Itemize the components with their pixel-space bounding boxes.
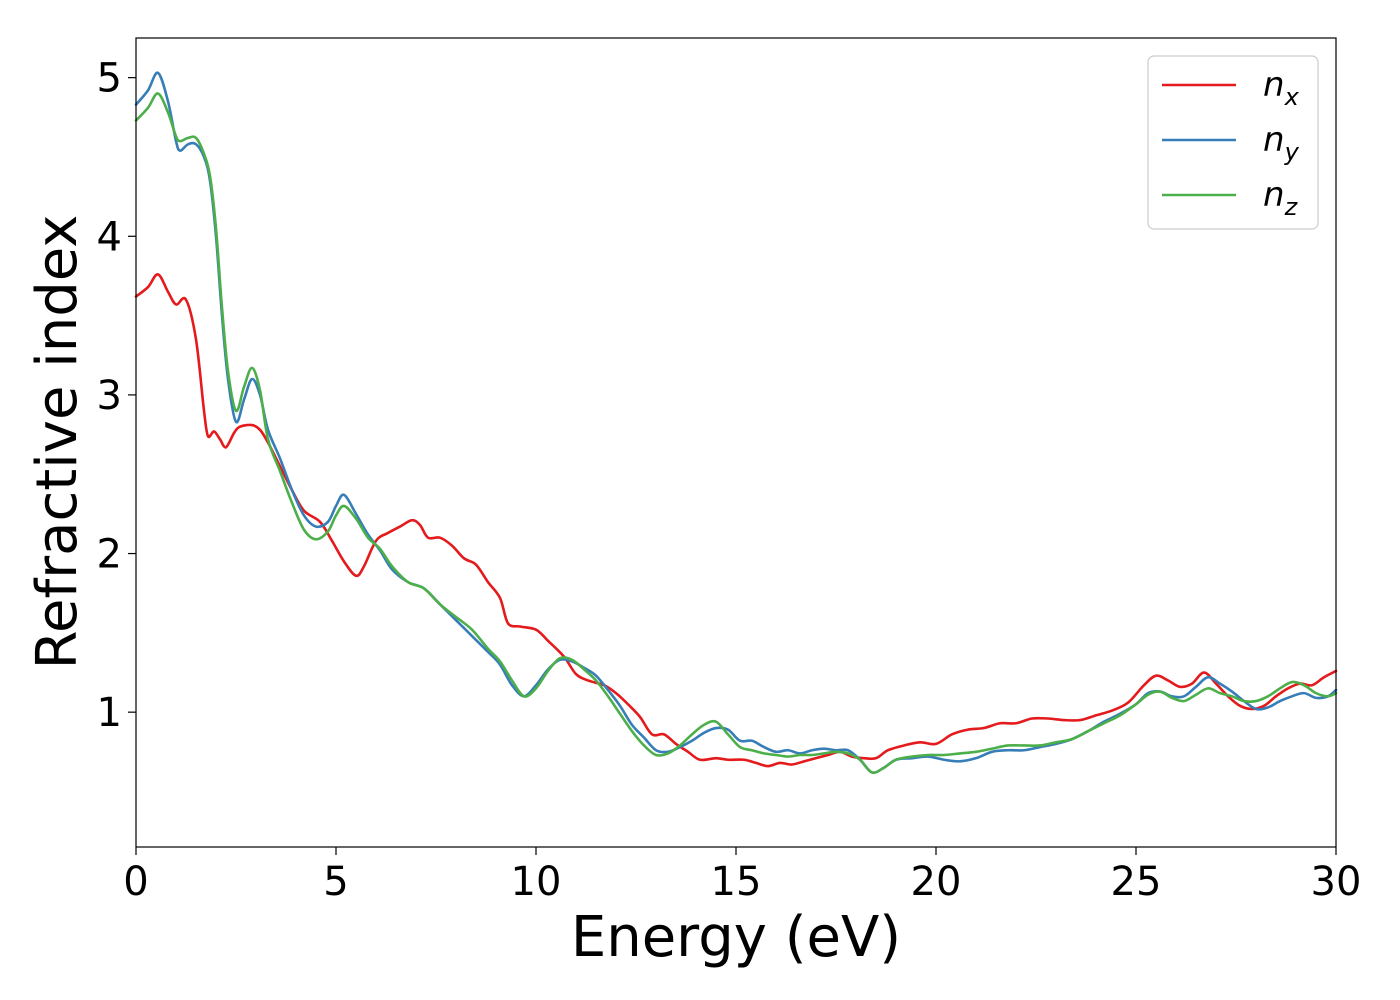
y-tick-label: 4 — [97, 214, 122, 260]
plot-area — [134, 71, 1338, 775]
legend-label-subscript: y — [1284, 138, 1300, 166]
x-axis-ticks: 0 5 10 15 20 25 30 — [123, 847, 1361, 905]
legend-label-subscript: x — [1284, 83, 1300, 111]
x-tick-label: 20 — [911, 859, 962, 905]
x-tick-label: 0 — [123, 859, 148, 905]
y-tick-label: 3 — [97, 373, 122, 419]
y-tick-label: 1 — [97, 690, 122, 736]
y-axis-ticks: 1 2 3 4 5 — [97, 56, 136, 736]
legend-label-ny: ny — [1263, 120, 1300, 166]
x-tick-label: 5 — [323, 859, 348, 905]
legend-label-nx: nx — [1263, 65, 1300, 111]
x-axis-title: Energy (eV) — [571, 905, 901, 970]
series-line-nz — [134, 92, 1338, 775]
legend-label-base: n — [1263, 120, 1285, 160]
x-tick-label: 15 — [711, 859, 762, 905]
legend-label-base: n — [1263, 175, 1285, 215]
legend-label-nz: nz — [1263, 175, 1299, 221]
y-tick-label: 2 — [97, 532, 122, 578]
y-tick-label: 5 — [97, 56, 122, 102]
plot-frame — [135, 37, 1337, 848]
y-axis-title: Refractive index — [25, 215, 90, 670]
legend-box — [1147, 55, 1319, 230]
legend-label-base: n — [1263, 65, 1285, 105]
legend-label-subscript: z — [1284, 193, 1299, 221]
x-tick-label: 25 — [1111, 859, 1162, 905]
x-tick-label: 30 — [1311, 859, 1362, 905]
x-tick-label: 10 — [511, 859, 562, 905]
